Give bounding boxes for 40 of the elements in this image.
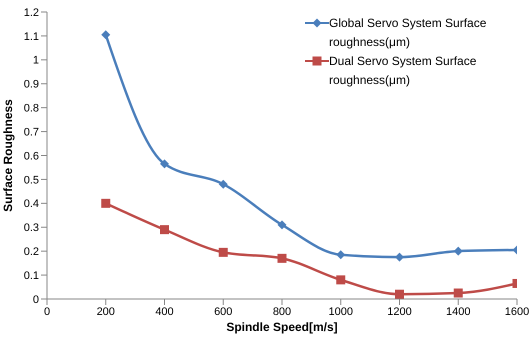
point — [278, 220, 286, 230]
x-tick-label: 600 — [214, 306, 232, 318]
y-tick-label: 0.7 — [24, 126, 39, 138]
y-tick-label: 0.2 — [24, 246, 39, 258]
x-tick-label: 0 — [44, 306, 50, 318]
point — [218, 248, 228, 257]
x-tick-label: 1000 — [328, 306, 353, 318]
y-tick-label: 1 — [32, 54, 39, 67]
y-tick-label: 0.3 — [24, 222, 39, 234]
y-tick-label: 1.1 — [24, 30, 39, 43]
x-axis-title: Spindle Speed[m/s] — [226, 320, 338, 334]
point — [336, 250, 346, 260]
point — [454, 246, 463, 256]
x-tick-label: 1200 — [387, 306, 412, 318]
legend-label: Global Servo System Surface roughness(μm) — [329, 15, 488, 51]
y-tick-label: 0.8 — [24, 102, 39, 115]
x-tick-label: 200 — [96, 306, 115, 318]
y-tick-label: 0.9 — [24, 78, 39, 91]
point — [395, 252, 404, 262]
y-tick-label: 0.6 — [24, 150, 39, 162]
point — [336, 275, 346, 284]
point — [101, 198, 110, 208]
y-tick-label: 0 — [32, 294, 39, 306]
y-tick-label: 0.5 — [24, 174, 39, 186]
x-tick-label: 1400 — [446, 306, 470, 318]
point — [101, 30, 110, 40]
point — [218, 180, 228, 189]
legend-label: Dual Servo System Surface roughness(μm) — [329, 53, 478, 89]
x-tick-label: 800 — [272, 306, 292, 318]
y-tick-label: 0.1 — [24, 270, 39, 282]
point — [160, 225, 169, 234]
point — [395, 290, 404, 299]
x-tick-label: 1600 — [504, 306, 529, 318]
x-tick-label: 400 — [155, 306, 174, 318]
y-axis-title: Surface Roughness — [1, 98, 15, 212]
y-tick-label: 0.4 — [24, 198, 39, 210]
point — [160, 159, 169, 168]
point — [278, 254, 286, 263]
y-tick-label: 1.2 — [24, 6, 39, 19]
point — [454, 288, 463, 298]
